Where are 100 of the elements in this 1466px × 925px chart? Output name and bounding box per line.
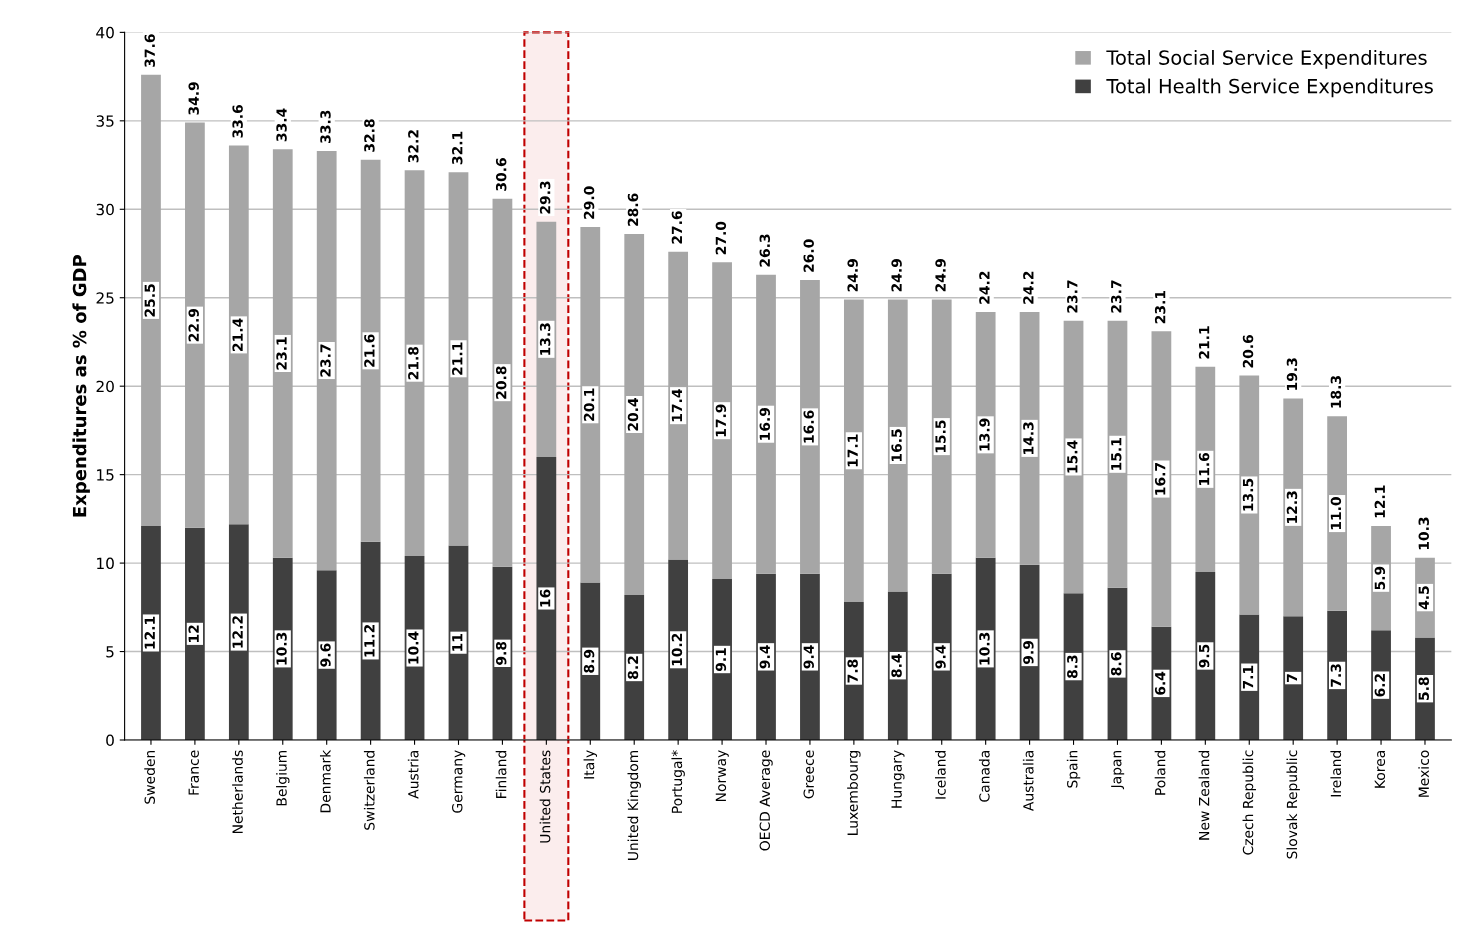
data-label: 10.4 bbox=[408, 631, 419, 664]
y-tick-label: 5 bbox=[106, 646, 114, 658]
data-label: 15.4 bbox=[1067, 440, 1078, 473]
bar bbox=[141, 74, 161, 526]
total-label: 30.6 bbox=[495, 158, 507, 191]
data-label: 20.8 bbox=[495, 366, 507, 399]
bar bbox=[185, 527, 205, 740]
bar bbox=[316, 570, 337, 740]
x-tick-label: Switzerland bbox=[363, 750, 375, 830]
total-label: 27.0 bbox=[715, 221, 727, 255]
data-label: 17.9 bbox=[715, 404, 727, 437]
y-tick-label: 35 bbox=[96, 115, 114, 127]
data-label: 16.6 bbox=[803, 410, 814, 443]
bar bbox=[756, 274, 776, 574]
total-label: 20.6 bbox=[1242, 334, 1254, 368]
total-label: 28.6 bbox=[627, 193, 639, 226]
total-label: 33.3 bbox=[320, 110, 331, 143]
data-label: 17.1 bbox=[847, 434, 858, 467]
total-label: 33.4 bbox=[276, 108, 287, 142]
y-tick-label: 40 bbox=[96, 26, 114, 39]
bar bbox=[1151, 331, 1172, 627]
bar bbox=[800, 573, 820, 740]
x-tick-label: Portugal* bbox=[671, 750, 685, 813]
x-tick-label: Luxembourg bbox=[847, 750, 861, 835]
data-label: 11.2 bbox=[364, 625, 375, 657]
bar bbox=[448, 172, 469, 546]
bar bbox=[316, 150, 337, 571]
bar bbox=[756, 573, 776, 740]
data-label: 9.6 bbox=[320, 643, 331, 667]
bar bbox=[800, 280, 820, 574]
x-tick-label: Greece bbox=[803, 750, 814, 799]
data-label: 13.9 bbox=[979, 418, 990, 451]
data-label: 9.4 bbox=[803, 645, 814, 669]
data-label: 9.9 bbox=[1023, 641, 1034, 665]
legend-label: Total Health Service Expenditures bbox=[1106, 78, 1433, 98]
y-tick-label: 25 bbox=[96, 292, 114, 304]
x-tick-label: Australia bbox=[1022, 750, 1034, 812]
data-label: 9.8 bbox=[495, 641, 507, 665]
total-label: 34.9 bbox=[188, 82, 199, 115]
x-tick-label: Spain bbox=[1066, 750, 1081, 788]
x-tick-label: Canada bbox=[978, 750, 990, 802]
y-tick-label: 30 bbox=[96, 203, 114, 216]
data-label: 7.8 bbox=[847, 659, 858, 683]
data-label: 4.5 bbox=[1418, 586, 1430, 610]
x-tick-label: France bbox=[188, 750, 199, 795]
total-label: 23.7 bbox=[1110, 280, 1122, 313]
x-tick-label: United Kingdom bbox=[627, 750, 641, 860]
data-label: 25.5 bbox=[144, 284, 155, 317]
x-tick-label: Denmark bbox=[319, 749, 331, 813]
total-label: 29.0 bbox=[583, 186, 595, 219]
x-tick-label: Czech Republic bbox=[1242, 750, 1256, 855]
bar bbox=[228, 145, 249, 525]
data-label: 21.8 bbox=[408, 346, 419, 380]
data-label: 10.2 bbox=[671, 633, 683, 666]
data-label: 9.5 bbox=[1198, 644, 1210, 668]
total-label: 24.9 bbox=[891, 259, 902, 292]
data-label: 21.1 bbox=[452, 342, 463, 375]
data-label: 13.3 bbox=[539, 323, 551, 355]
data-label: 8.9 bbox=[583, 649, 595, 673]
data-label: 15.1 bbox=[1111, 438, 1122, 470]
data-label: 8.3 bbox=[1067, 655, 1078, 679]
total-label: 12.1 bbox=[1374, 485, 1385, 518]
bar bbox=[272, 149, 293, 558]
bar bbox=[1283, 616, 1304, 740]
data-label: 8.2 bbox=[627, 656, 639, 679]
data-label: 12.1 bbox=[144, 616, 155, 649]
data-label: 9.4 bbox=[935, 645, 946, 669]
x-tick-label: United States bbox=[539, 750, 551, 843]
data-label: 16.9 bbox=[759, 407, 771, 440]
data-label: 16 bbox=[539, 589, 551, 607]
bar bbox=[1327, 416, 1347, 611]
data-label: 11 bbox=[452, 633, 463, 651]
data-label: 12.2 bbox=[232, 616, 243, 648]
data-label: 7.1 bbox=[1242, 665, 1254, 689]
total-label: 29.3 bbox=[539, 181, 551, 214]
bar bbox=[228, 524, 249, 740]
y-axis-title: Expenditures as % of GDP bbox=[72, 254, 90, 517]
bar bbox=[843, 299, 864, 603]
bar bbox=[887, 299, 908, 592]
total-label: 21.1 bbox=[1198, 326, 1210, 359]
x-tick-label: Slovak Republic bbox=[1286, 750, 1300, 859]
bar bbox=[536, 221, 557, 457]
data-label: 11.6 bbox=[1198, 452, 1210, 485]
total-label: 19.3 bbox=[1286, 358, 1298, 390]
data-label: 9.1 bbox=[715, 648, 727, 672]
x-tick-label: Finland bbox=[495, 750, 507, 798]
data-label: 5.8 bbox=[1418, 677, 1430, 700]
data-label: 5.9 bbox=[1374, 566, 1386, 590]
total-label: 23.1 bbox=[1154, 290, 1166, 324]
data-label: 6.2 bbox=[1374, 674, 1386, 697]
total-label: 24.9 bbox=[935, 259, 946, 292]
data-label: 16.7 bbox=[1154, 463, 1166, 495]
x-tick-label: Mexico bbox=[1418, 750, 1430, 797]
data-label: 21.6 bbox=[364, 334, 375, 367]
data-label: 17.4 bbox=[671, 389, 682, 422]
total-label: 32.8 bbox=[364, 119, 375, 152]
y-tick-label: 10 bbox=[97, 557, 114, 570]
total-label: 24.2 bbox=[1023, 271, 1034, 304]
x-tick-label: Japan bbox=[1111, 750, 1125, 790]
bar bbox=[975, 311, 996, 558]
